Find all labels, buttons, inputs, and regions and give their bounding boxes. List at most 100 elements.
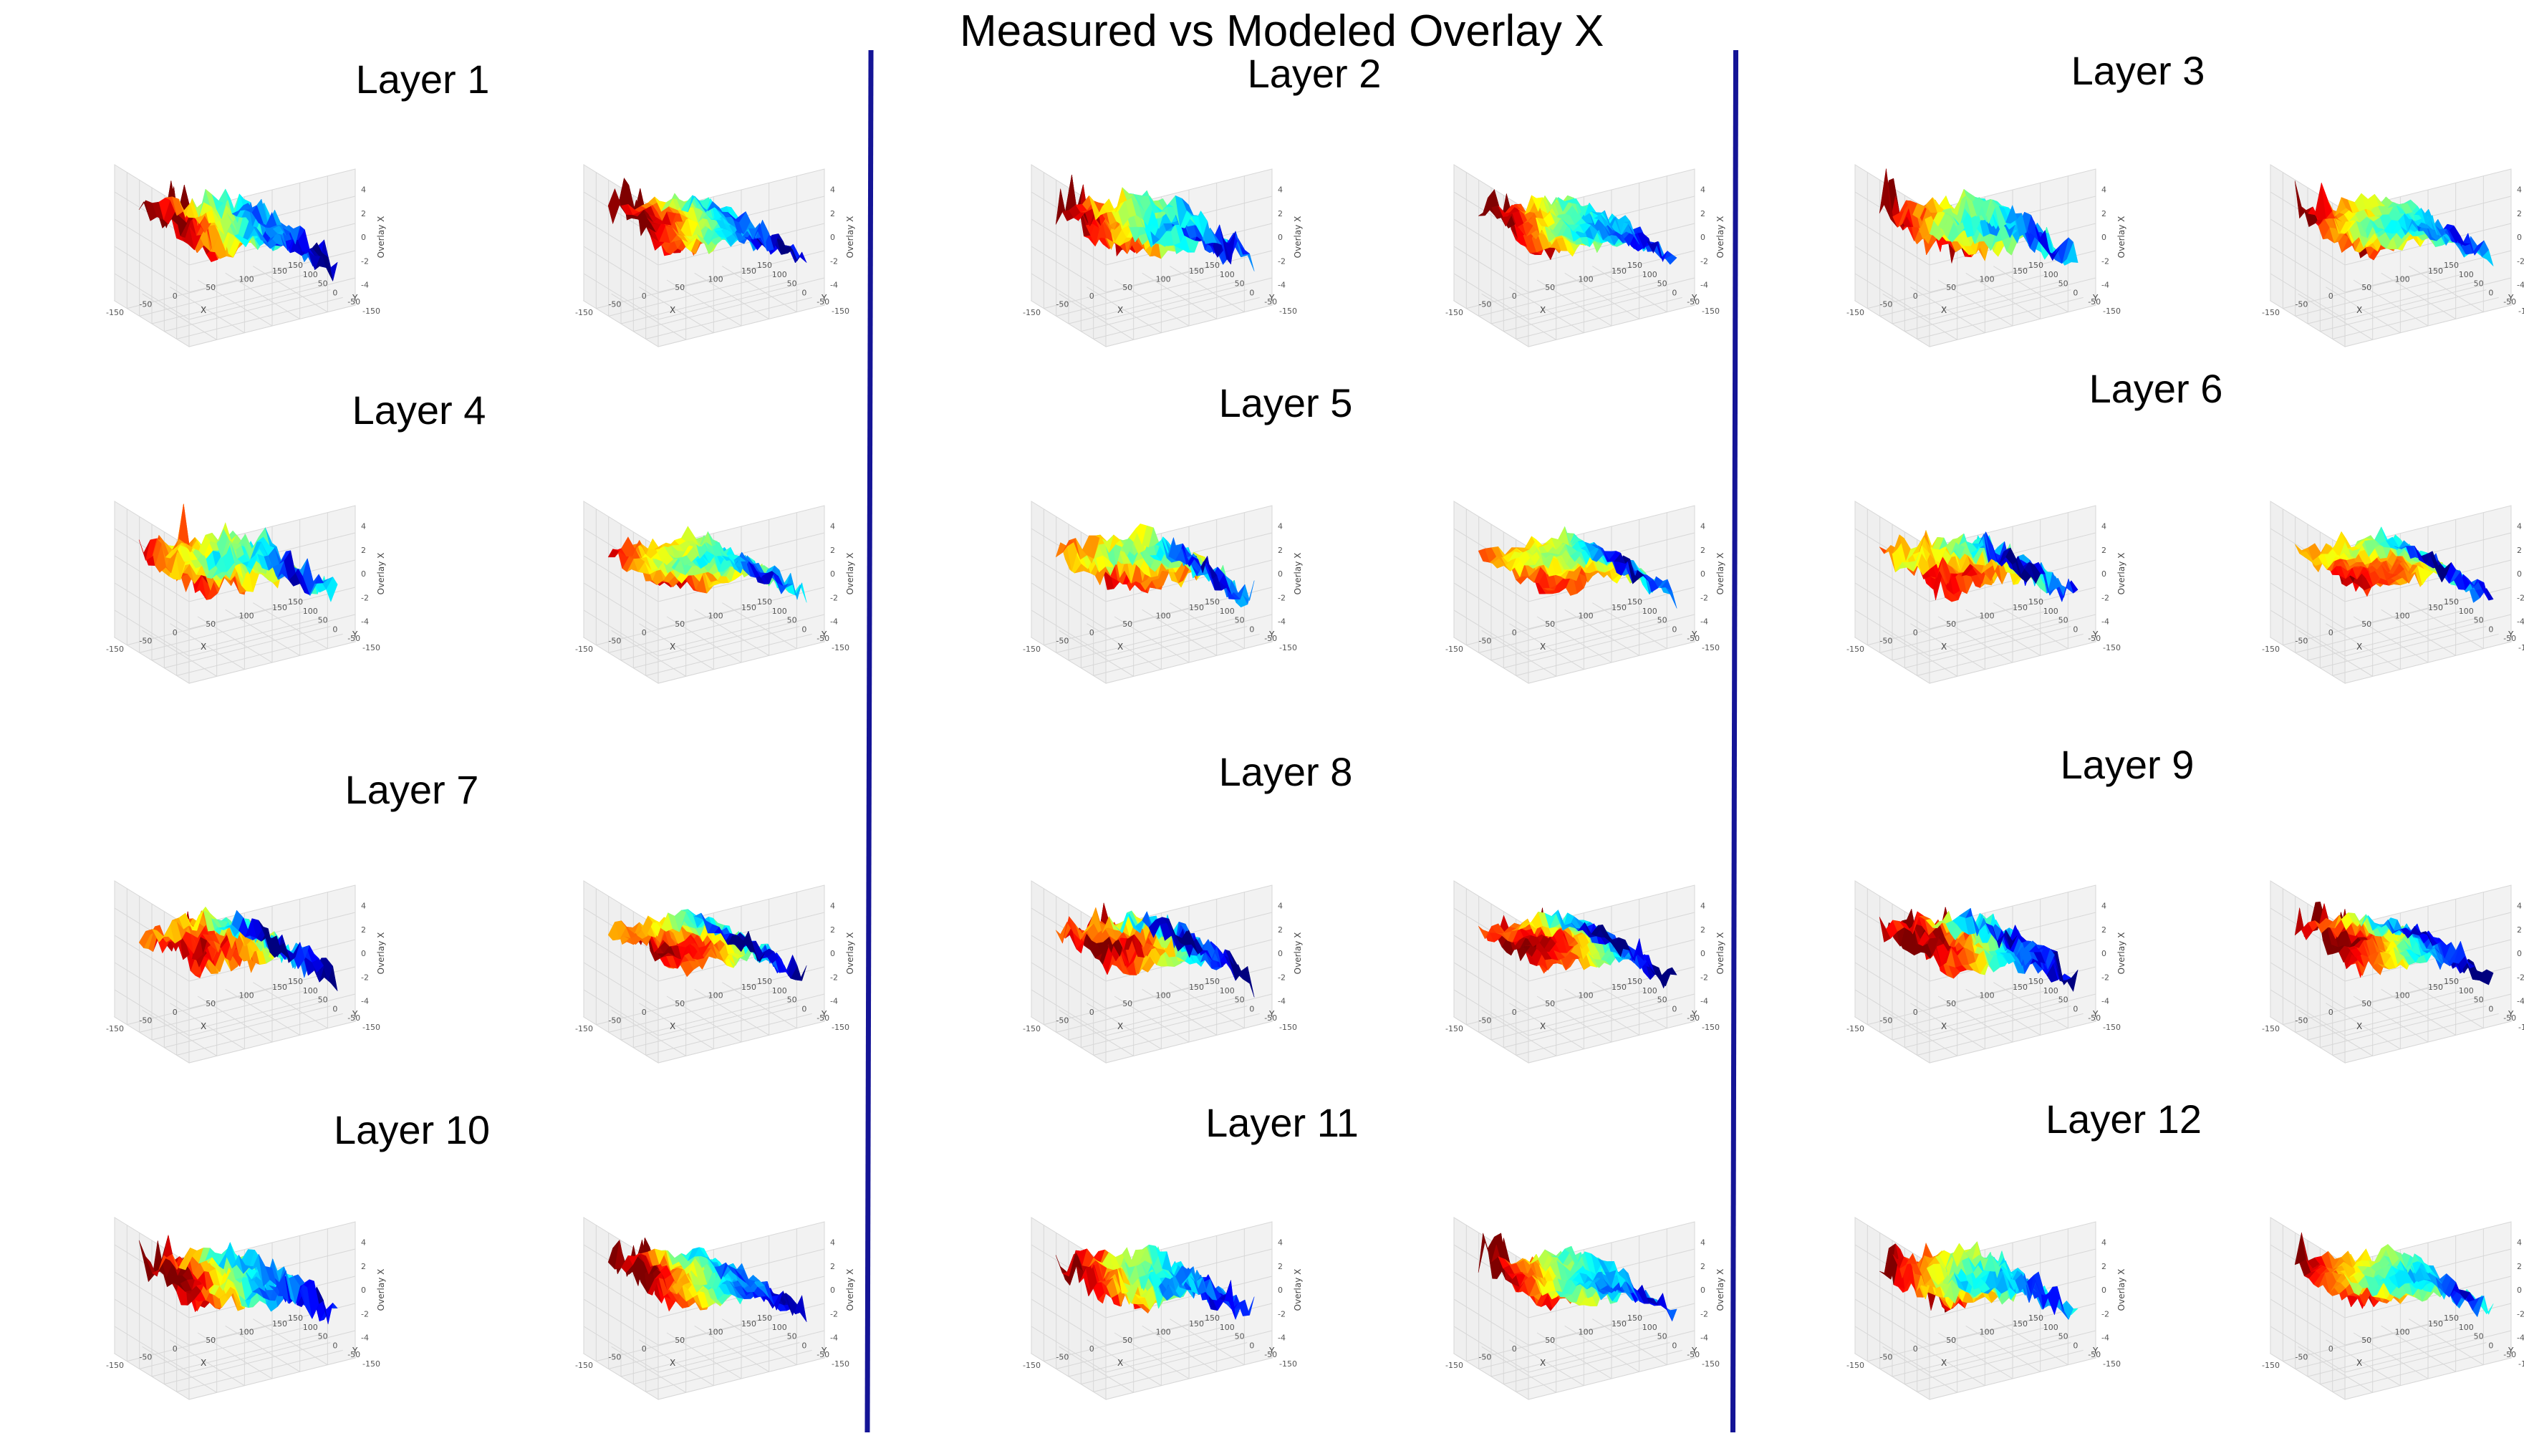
- layer-12-measured-panel: -150 -50 0 50 100 150 150 100 50 0 -50 -150 -4 -2 0 2 4 X…: [1748, 1160, 2149, 1447]
- layer-10-modeled-plot: -150-50050100150150100500-50-150-4-2024X…: [575, 1217, 855, 1400]
- y-tick-label: 100: [1220, 986, 1235, 995]
- y-tick-label: -150: [362, 643, 380, 652]
- z-tick-label: 2: [361, 925, 366, 935]
- z-axis-label: Overlay X: [2116, 1269, 2126, 1311]
- z-axis-label: Overlay X: [845, 553, 855, 595]
- layer-7-modeled-plot: -150-50050100150150100500-50-150-4-2024X…: [575, 880, 855, 1064]
- y-tick-label: 100: [772, 270, 787, 279]
- y-tick-label: -50: [1264, 1013, 1277, 1023]
- layer-10-title: Layer 10: [334, 1107, 490, 1152]
- y-tick-label: -150: [832, 1359, 849, 1369]
- y-tick-label: 50: [2474, 995, 2484, 1005]
- y-axis-label: Y: [1691, 630, 1697, 640]
- layer-2-measured-panel: -150 -50 0 50 100 150 150 100 50 0 -50 -150 -4 -2 0 2 4 X…: [924, 107, 1325, 394]
- z-tick-label: 2: [1278, 1262, 1283, 1271]
- y-tick-label: -50: [2503, 297, 2516, 307]
- z-tick-label: 4: [1278, 1238, 1283, 1248]
- z-tick-label: 4: [361, 1238, 366, 1248]
- x-tick-label: -150: [1445, 308, 1463, 317]
- x-tick-label: 0: [173, 1008, 178, 1017]
- y-tick-label: 150: [2444, 1313, 2459, 1323]
- y-tick-label: 50: [1657, 616, 1667, 625]
- y-axis-label: Y: [2508, 293, 2514, 303]
- z-tick-label: -2: [1700, 973, 1708, 982]
- y-tick-label: 100: [2043, 1323, 2058, 1332]
- y-tick-label: 100: [1220, 607, 1235, 616]
- x-tick-label: 0: [173, 628, 178, 637]
- z-tick-label: 2: [1700, 925, 1705, 935]
- y-tick-label: 0: [1672, 1004, 1677, 1013]
- x-tick-label: -150: [1846, 645, 1864, 654]
- y-tick-label: -150: [1279, 307, 1297, 316]
- y-tick-label: -150: [2518, 643, 2524, 652]
- layer-4-measured-panel: -150 -50 0 50 100 150 150 100 50 0 -50 -150 -4 -2 0 2 4 X…: [7, 444, 408, 731]
- x-tick-label: 100: [239, 991, 254, 1001]
- z-axis-label: Overlay X: [376, 216, 386, 259]
- y-tick-label: 100: [2043, 270, 2058, 279]
- layer-12-modeled-panel: -150-50050100150150100500-50-150-4-2024X…: [2163, 1160, 2524, 1447]
- z-tick-label: -2: [2517, 973, 2524, 982]
- y-tick-label: -50: [2088, 1350, 2101, 1359]
- z-tick-label: 0: [1700, 569, 1705, 579]
- x-axis-label: X: [201, 1358, 206, 1368]
- layer-3-measured-panel: -150 -50 0 50 100 150 150 100 50 0 -50 -150 -4 -2 0 2 4 X…: [1748, 107, 2149, 394]
- layer-12-measured-plot: -150-50050100150150100500-50-150-4-2024X…: [1846, 1217, 2126, 1400]
- x-tick-label: -50: [139, 299, 152, 309]
- y-tick-label: 0: [1249, 1341, 1254, 1350]
- z-tick-label: 2: [1278, 209, 1283, 218]
- x-tick-label: 50: [1545, 283, 1555, 292]
- y-tick-label: 0: [2488, 625, 2493, 634]
- y-tick-label: 100: [772, 607, 787, 616]
- overlay-surface: [1478, 526, 1677, 609]
- x-tick-label: 0: [1089, 291, 1094, 301]
- x-tick-label: 50: [206, 283, 216, 292]
- y-tick-label: -150: [2103, 307, 2121, 316]
- z-tick-label: 2: [1700, 546, 1705, 555]
- layer-7-measured-panel: -150 -50 0 50 100 150 150 100 50 0 -50 -150 -4 -2 0 2 4 X…: [7, 824, 408, 1110]
- z-tick-label: 2: [2517, 925, 2522, 935]
- y-tick-label: 0: [2488, 288, 2493, 297]
- y-tick-label: -150: [1702, 643, 1720, 652]
- x-tick-label: 150: [1612, 983, 1627, 992]
- x-tick-label: 100: [1579, 612, 1594, 621]
- overlay-surface: [1055, 174, 1255, 271]
- z-tick-label: 0: [830, 1286, 835, 1295]
- z-tick-label: -2: [361, 593, 369, 602]
- y-axis-label: Y: [2092, 1009, 2099, 1019]
- z-tick-label: 0: [1278, 569, 1283, 579]
- x-axis-label: X: [1117, 642, 1123, 652]
- z-axis-label: Overlay X: [1715, 216, 1725, 259]
- x-tick-label: 150: [272, 266, 287, 276]
- x-tick-label: 100: [1156, 1328, 1171, 1337]
- z-tick-label: -2: [2101, 593, 2109, 602]
- y-tick-label: 0: [1249, 625, 1254, 634]
- y-tick-label: -50: [1264, 634, 1277, 643]
- z-axis-label: Overlay X: [1293, 553, 1303, 595]
- z-tick-label: 4: [2101, 185, 2106, 195]
- z-axis-label: Overlay X: [1293, 1269, 1303, 1311]
- x-tick-label: 100: [1579, 991, 1594, 1001]
- y-tick-label: 100: [1220, 270, 1235, 279]
- y-tick-label: -150: [832, 307, 849, 316]
- x-tick-label: -150: [1023, 1361, 1041, 1370]
- x-tick-label: 150: [2013, 603, 2028, 612]
- y-tick-label: 150: [2444, 597, 2459, 607]
- overlay-surface: [2294, 1233, 2494, 1318]
- axes-box: [1453, 880, 1696, 1064]
- z-tick-label: -2: [830, 256, 838, 266]
- z-tick-label: -2: [2517, 593, 2524, 602]
- z-tick-label: -4: [361, 281, 369, 290]
- y-tick-label: 50: [1235, 995, 1245, 1005]
- x-axis-label: X: [201, 1021, 206, 1031]
- y-tick-label: 150: [288, 977, 303, 986]
- x-tick-label: -150: [1445, 1361, 1463, 1370]
- x-tick-label: -50: [1879, 1016, 1892, 1025]
- x-tick-label: -50: [2295, 1352, 2308, 1361]
- z-tick-label: 0: [1278, 949, 1283, 958]
- x-tick-label: -50: [608, 1352, 621, 1361]
- x-tick-label: 0: [642, 291, 647, 301]
- y-tick-label: 150: [2444, 261, 2459, 270]
- y-tick-label: -50: [2503, 1350, 2516, 1359]
- page-title: Measured vs Modeled Overlay X: [960, 6, 1604, 56]
- x-tick-label: 150: [1189, 603, 1204, 612]
